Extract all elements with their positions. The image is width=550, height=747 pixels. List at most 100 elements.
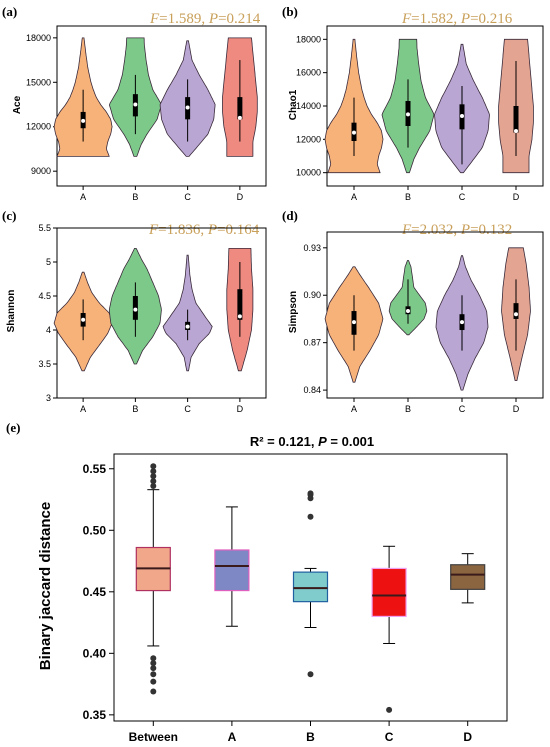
violin-a-A-median xyxy=(81,118,86,123)
panel-a-stat: F=1.589, P=0.214 xyxy=(149,11,261,27)
panel-d-f-value: 2.032 xyxy=(420,222,454,238)
box-c-outlier xyxy=(386,706,393,713)
panel-b-ytick-label: 16000 xyxy=(296,68,321,78)
box-b-outlier xyxy=(307,671,314,678)
panel-c-ytick-label: 5.5 xyxy=(38,223,51,233)
panel-e-xtick-label: A xyxy=(228,730,237,744)
panel-b-xtick-label: A xyxy=(351,192,357,202)
box-between-outlier xyxy=(150,482,157,489)
panel-c-ytick-label: 5 xyxy=(46,257,51,267)
violin-d-C-median xyxy=(460,320,464,325)
panel-b-ytick-label: 18000 xyxy=(296,34,321,44)
panel-d-ytick-label: 0.93 xyxy=(303,243,321,253)
violin-a-D-iqr xyxy=(237,97,243,120)
panel-e-xtick-label: C xyxy=(385,730,394,744)
violin-b-D-median xyxy=(514,129,518,133)
panel-b-xtick-label: B xyxy=(405,192,411,202)
panel-a-xtick-label: A xyxy=(80,192,86,202)
panel-e-xtick-label: Between xyxy=(129,730,178,744)
panel-d-stat: F=2.032, P=0.132 xyxy=(401,222,512,238)
panel-d-p-value: 0.132 xyxy=(479,222,513,238)
violin-b-C-median xyxy=(460,114,464,118)
panel-d-ytick-label: 0.90 xyxy=(303,290,321,300)
panel-d-plot: 0.84 0.87 0.90 0.93 A B C D xyxy=(303,231,544,414)
panel-b-ytick-label: 10000 xyxy=(296,168,321,178)
panel-c-stat: F=1.836, P=0.164 xyxy=(148,222,260,238)
panel-a-ytick-label: 15000 xyxy=(26,77,51,87)
box-between-outlier xyxy=(150,473,157,480)
violin-c-C-median xyxy=(185,324,190,329)
panel-c-xtick-label: D xyxy=(237,404,244,414)
panel-e-ylabel: Binary jaccard distance xyxy=(37,502,54,670)
panel-d-label: (d) xyxy=(282,208,298,223)
panel-a-ytick-label: 9000 xyxy=(31,166,51,176)
panel-c-ylabel: Shannon xyxy=(6,290,17,333)
violin-c-D-iqr xyxy=(237,289,243,320)
panel-e-ytick-label: 0.50 xyxy=(83,523,107,537)
panel-d-ytick-label: 0.84 xyxy=(303,385,321,395)
box-between-outlier xyxy=(150,655,157,662)
panel-a-ytick-label: 12000 xyxy=(26,122,51,132)
panel-e-ytick-label: 0.55 xyxy=(83,462,107,476)
panel-c-ytick-label: 3.5 xyxy=(38,359,51,369)
panel-b-ytick-label: 12000 xyxy=(296,134,321,144)
panel-e-ytick-label: 0.45 xyxy=(83,585,107,599)
panel-e-label: (e) xyxy=(6,420,20,435)
panel-c-ytick-label: 4 xyxy=(46,325,51,335)
panel-e-title: R² = 0.121, P = 0.001 xyxy=(250,434,374,449)
panel-e-title-r2: R² = 0.121, xyxy=(250,434,318,449)
panel-a-f-value: 1.589 xyxy=(168,11,202,27)
panel-b-f-value: 1.582 xyxy=(420,11,454,27)
panel-e-xtick-label: B xyxy=(306,730,315,744)
panel-d: (d) F=2.032, P=0.132 Simpson 0.84 0.87 0.9… xyxy=(282,208,544,414)
panel-d-ytick-label: 0.87 xyxy=(303,338,321,348)
violin-a-C-median xyxy=(185,105,190,110)
panel-a-p-value: 0.214 xyxy=(227,11,261,27)
box-b-outlier xyxy=(307,490,314,497)
panel-e-ytick-label: 0.40 xyxy=(83,646,107,660)
panel-a-plot: 9000 12000 15000 18000 A B C D xyxy=(26,25,267,202)
panel-c: (c) F=1.836, P=0.164 Shannon 3 3.5 4 4.5 5 5.… xyxy=(2,208,267,414)
panel-c-xtick-label: B xyxy=(132,404,138,414)
panel-d-xtick-label: D xyxy=(513,404,520,414)
box-b-iqr xyxy=(292,571,329,603)
panel-e-plot: 0.35 0.40 0.45 0.50 0.55 Between A B C D xyxy=(83,453,508,744)
panel-b-ylabel: Chao1 xyxy=(288,89,299,120)
box-between-outlier xyxy=(150,478,157,485)
panel-c-f-value: 1.836 xyxy=(167,222,201,238)
violin-d-A-median xyxy=(352,320,356,325)
box-between-outlier xyxy=(150,688,157,695)
panel-e: (e) R² = 0.121, P = 0.001 Binary jaccard… xyxy=(6,420,508,744)
panel-b-p-value: 0.216 xyxy=(479,11,513,27)
panel-c-ytick-label: 4.5 xyxy=(38,291,51,301)
panel-b-xtick-label: D xyxy=(513,192,520,202)
box-d-iqr xyxy=(450,564,486,590)
panel-d-xtick-label: B xyxy=(405,404,411,414)
panel-d-ylabel: Simpson xyxy=(288,291,299,333)
panel-a-label: (a) xyxy=(2,4,17,19)
violin-d-B-median xyxy=(406,309,410,314)
panel-d-xtick-label: C xyxy=(459,404,466,414)
violin-d-D-iqr xyxy=(513,303,519,319)
panel-c-label: (c) xyxy=(2,208,16,223)
box-between-outlier xyxy=(150,660,157,667)
violin-b-D-iqr xyxy=(513,106,519,133)
violin-a-D-median xyxy=(237,115,242,120)
panel-d-xtick-label: A xyxy=(351,404,357,414)
violin-c-D-median xyxy=(237,314,242,319)
panel-b-label: (b) xyxy=(282,4,298,19)
box-between-outlier xyxy=(150,468,157,475)
panel-a-xtick-label: B xyxy=(132,192,138,202)
panel-a-xtick-label: D xyxy=(237,192,244,202)
panel-b-stat: F=1.582, P=0.216 xyxy=(401,11,513,27)
violin-b-B-median xyxy=(406,112,410,117)
violin-b-A-median xyxy=(352,130,356,135)
panel-a-ylabel: Ace xyxy=(12,95,23,114)
box-between-outlier xyxy=(150,463,157,470)
box-b-outlier xyxy=(307,513,314,520)
panel-c-plot: 3 3.5 4 4.5 5 5.5 A B C D xyxy=(38,223,267,414)
violin-c-B-median xyxy=(133,307,138,312)
box-between-outlier xyxy=(150,671,157,678)
panel-e-xtick-label: D xyxy=(463,730,472,744)
